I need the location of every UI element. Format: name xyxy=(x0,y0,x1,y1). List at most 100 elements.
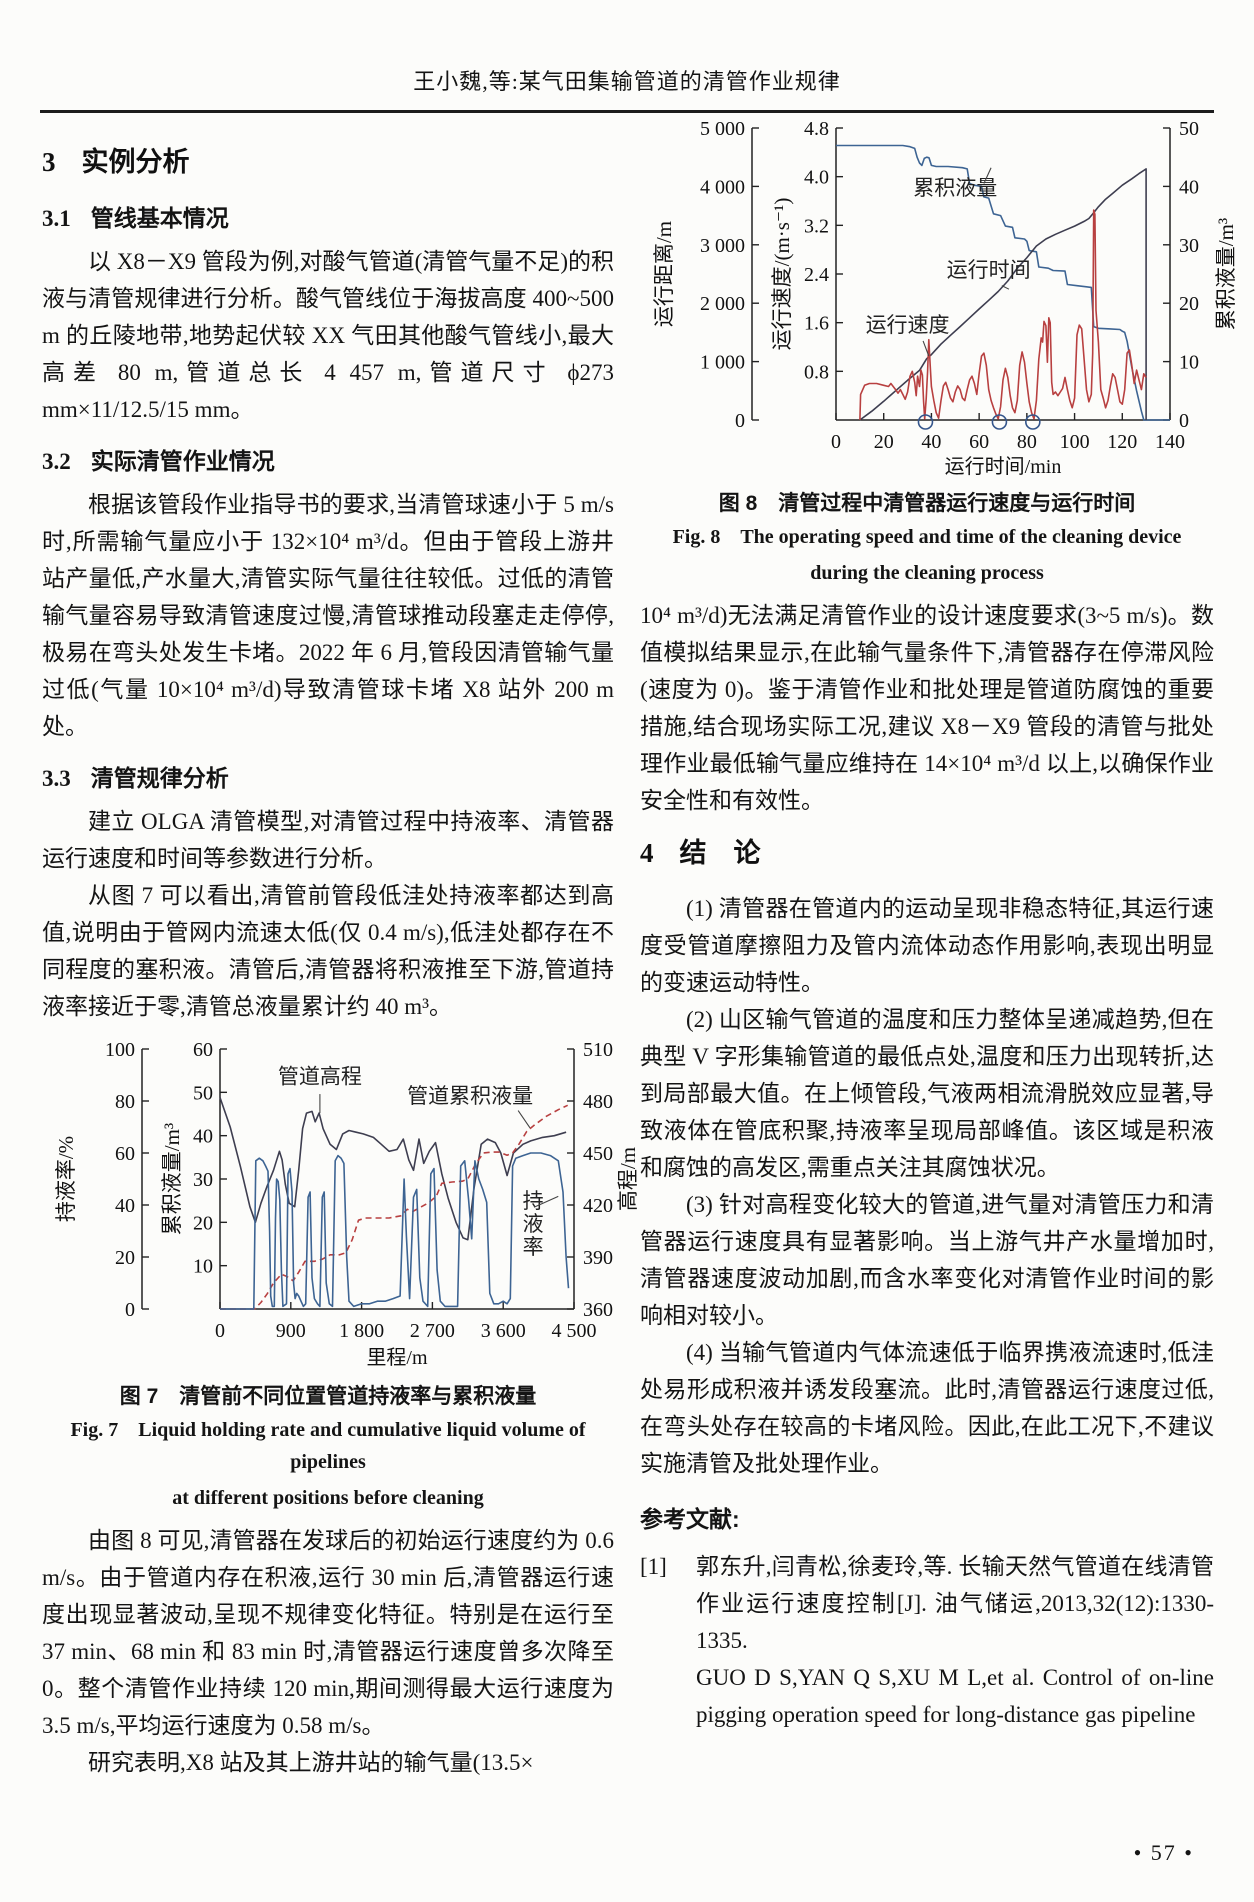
section-3-heading: 3 实例分析 xyxy=(42,140,614,179)
svg-text:2 700: 2 700 xyxy=(410,1320,455,1342)
paragraph-after-fig7-1: 由图 8 可见,清管器在发球后的初始运行速度约为 0.6 m/s。由于管道内存在… xyxy=(42,1528,614,1738)
svg-text:3 600: 3 600 xyxy=(481,1320,526,1342)
svg-text:累积液量: 累积液量 xyxy=(913,176,997,200)
svg-text:450: 450 xyxy=(583,1143,613,1165)
svg-text:50: 50 xyxy=(1179,118,1199,140)
section-4-heading: 4 结 论 xyxy=(640,831,1214,870)
figure-7-caption-en-line2: at different positions before cleaning xyxy=(172,1487,484,1509)
reference-1-zh: 郭东升,闫青松,徐麦玲,等. 长输天然气管道在线清管作业运行速度控制[J]. 油… xyxy=(696,1554,1214,1653)
svg-text:4.0: 4.0 xyxy=(804,167,829,189)
conclusion-1: (1) 清管器在管道内的运动呈现非稳态特征,其运行速度受管道摩擦阻力及管内流体动… xyxy=(640,896,1214,995)
paragraph-3-3a: 建立 OLGA 清管模型,对清管过程中持液率、清管器运行速度和时间等参数进行分析… xyxy=(42,809,614,871)
svg-text:1 000: 1 000 xyxy=(700,352,745,374)
running-head: 王小魏,等:某气田集输管道的清管作业规律 xyxy=(413,69,841,94)
section-3-2-heading: 3.2 实际清管作业情况 xyxy=(42,442,614,476)
svg-text:900: 900 xyxy=(276,1320,306,1342)
svg-text:3.2: 3.2 xyxy=(804,215,829,237)
svg-text:持液率: 持液率 xyxy=(523,1189,544,1259)
reference-1-en: GUO D S,YAN Q S,XU M L,et al. Control of… xyxy=(696,1665,1214,1727)
figure-8-caption-en-line1: Fig. 8 The operating speed and time of t… xyxy=(672,526,1182,548)
svg-text:1.6: 1.6 xyxy=(804,313,829,335)
svg-text:累积液量/m³: 累积液量/m³ xyxy=(160,1123,184,1235)
conclusion-4: (4) 当输气管道内气体流速低于临界携液流速时,低洼处易形成积液并诱发段塞流。此… xyxy=(640,1340,1214,1476)
svg-text:1 800: 1 800 xyxy=(339,1320,384,1342)
conclusion-2: (2) 山区输气管道的温度和压力整体呈递减趋势,但在典型 V 字形集输管道的最低… xyxy=(640,1007,1214,1180)
svg-text:4 000: 4 000 xyxy=(700,176,745,198)
svg-text:10: 10 xyxy=(193,1256,213,1278)
reference-1-label: [1] xyxy=(640,1554,667,1579)
svg-text:里程/m: 里程/m xyxy=(366,1346,428,1369)
paragraph-after-fig7-2: 研究表明,X8 站及其上游井站的输气量(13.5× xyxy=(88,1750,534,1775)
section-number: 3.2 xyxy=(42,449,71,474)
svg-text:20: 20 xyxy=(115,1247,135,1269)
paragraph-right-1: 10⁴ m³/d)无法满足清管作业的设计速度要求(3~5 m/s)。数值模拟结果… xyxy=(640,603,1214,813)
figure-7-chart: 0 20 40 60 80 100 10 20 30 40 50 60 360 390 420 450 480 5… xyxy=(54,1039,640,1369)
svg-text:管道累积液量: 管道累积液量 xyxy=(407,1084,533,1108)
svg-text:20: 20 xyxy=(193,1212,213,1234)
svg-text:40: 40 xyxy=(193,1126,213,1148)
section-number: 3 xyxy=(42,147,56,177)
svg-text:5 000: 5 000 xyxy=(700,118,745,140)
section-3-1-heading: 3.1 管线基本情况 xyxy=(42,199,614,233)
svg-text:运行速度/(m·s⁻¹): 运行速度/(m·s⁻¹) xyxy=(770,198,794,351)
section-number: 4 xyxy=(640,838,654,868)
svg-text:0: 0 xyxy=(215,1320,225,1342)
svg-text:10: 10 xyxy=(1179,352,1199,374)
svg-text:360: 360 xyxy=(583,1299,613,1321)
section-title: 实例分析 xyxy=(81,147,190,177)
conclusion-3: (3) 针对高程变化较大的管道,进气量对清管压力和清管器运行速度具有显著影响。当… xyxy=(640,1192,1214,1328)
svg-text:0.8: 0.8 xyxy=(804,361,829,383)
svg-text:40: 40 xyxy=(921,431,941,453)
paragraph-3-3b: 从图 7 可以看出,清管前管段低洼处持液率都达到高值,说明由于管网内流速太低(仅… xyxy=(42,883,614,1019)
reference-1: [1] 郭东升,闫青松,徐麦玲,等. 长输天然气管道在线清管作业运行速度控制[J… xyxy=(640,1548,1214,1733)
right-column: 0 1 000 2 000 3 000 4 000 5 000 0.8 1.6 2.4 3.2 4.… xyxy=(640,98,1238,1733)
figure-7-caption-en-line1: Fig. 7 Liquid holding rate and cumulativ… xyxy=(70,1419,586,1473)
section-number: 3.3 xyxy=(42,766,71,791)
svg-text:140: 140 xyxy=(1155,431,1185,453)
svg-text:30: 30 xyxy=(193,1169,213,1191)
svg-text:0: 0 xyxy=(735,410,745,432)
svg-text:50: 50 xyxy=(193,1082,213,1104)
svg-text:100: 100 xyxy=(1060,431,1090,453)
svg-text:2 000: 2 000 xyxy=(700,293,745,315)
figure-8-caption-en-line2: during the cleaning process xyxy=(810,562,1044,584)
svg-text:高程/m: 高程/m xyxy=(616,1147,640,1211)
page-number: • 57 • xyxy=(1133,1840,1194,1865)
paragraph-3-1: 以 X8－X9 管段为例,对酸气管道(清管气量不足)的积液与清管规律进行分析。酸… xyxy=(42,249,614,422)
svg-text:30: 30 xyxy=(1179,235,1199,257)
svg-text:2.4: 2.4 xyxy=(804,264,829,286)
svg-text:运行距离/m: 运行距离/m xyxy=(652,221,676,327)
svg-text:持液率/%: 持液率/% xyxy=(54,1136,78,1222)
svg-text:60: 60 xyxy=(193,1039,213,1061)
section-3-3-heading: 3.3 清管规律分析 xyxy=(42,759,614,793)
svg-text:40: 40 xyxy=(1179,176,1199,198)
figure-7: 0 20 40 60 80 100 10 20 30 40 50 60 360 390 420 450 480 5… xyxy=(42,1037,640,1514)
section-title: 实际清管作业情况 xyxy=(90,448,275,474)
svg-text:480: 480 xyxy=(583,1091,613,1113)
svg-text:运行速度: 运行速度 xyxy=(866,313,950,337)
svg-text:0: 0 xyxy=(1179,410,1189,432)
svg-text:60: 60 xyxy=(969,431,989,453)
svg-text:4.8: 4.8 xyxy=(804,118,829,140)
svg-text:运行时间: 运行时间 xyxy=(947,258,1031,282)
left-column: 3 实例分析 3.1 管线基本情况 以 X8－X9 管段为例,对酸气管道(清管气量不… xyxy=(42,128,640,1781)
svg-text:累积液量/m³: 累积液量/m³ xyxy=(1214,218,1238,330)
svg-text:100: 100 xyxy=(105,1039,135,1061)
figure-8-chart: 0 1 000 2 000 3 000 4 000 5 000 0.8 1.6 2.4 3.2 4.… xyxy=(652,118,1238,478)
svg-text:80: 80 xyxy=(1017,431,1037,453)
svg-text:运行时间/min: 运行时间/min xyxy=(945,455,1062,476)
svg-text:60: 60 xyxy=(115,1143,135,1165)
svg-text:3 000: 3 000 xyxy=(700,235,745,257)
paragraph-3-2: 根据该管段作业指导书的要求,当清管球速小于 5 m/s 时,所需输气量应小于 1… xyxy=(42,492,614,739)
svg-text:20: 20 xyxy=(1179,293,1199,315)
section-title: 清管规律分析 xyxy=(90,765,229,791)
svg-text:20: 20 xyxy=(874,431,894,453)
svg-text:0: 0 xyxy=(831,431,841,453)
references-heading: 参考文献: xyxy=(640,1506,740,1532)
svg-text:40: 40 xyxy=(115,1195,135,1217)
section-title: 结 论 xyxy=(679,838,761,868)
figure-7-caption-zh: 图 7 清管前不同位置管道持液率与累积液量 xyxy=(119,1385,537,1408)
svg-text:80: 80 xyxy=(115,1091,135,1113)
svg-text:510: 510 xyxy=(583,1039,613,1061)
